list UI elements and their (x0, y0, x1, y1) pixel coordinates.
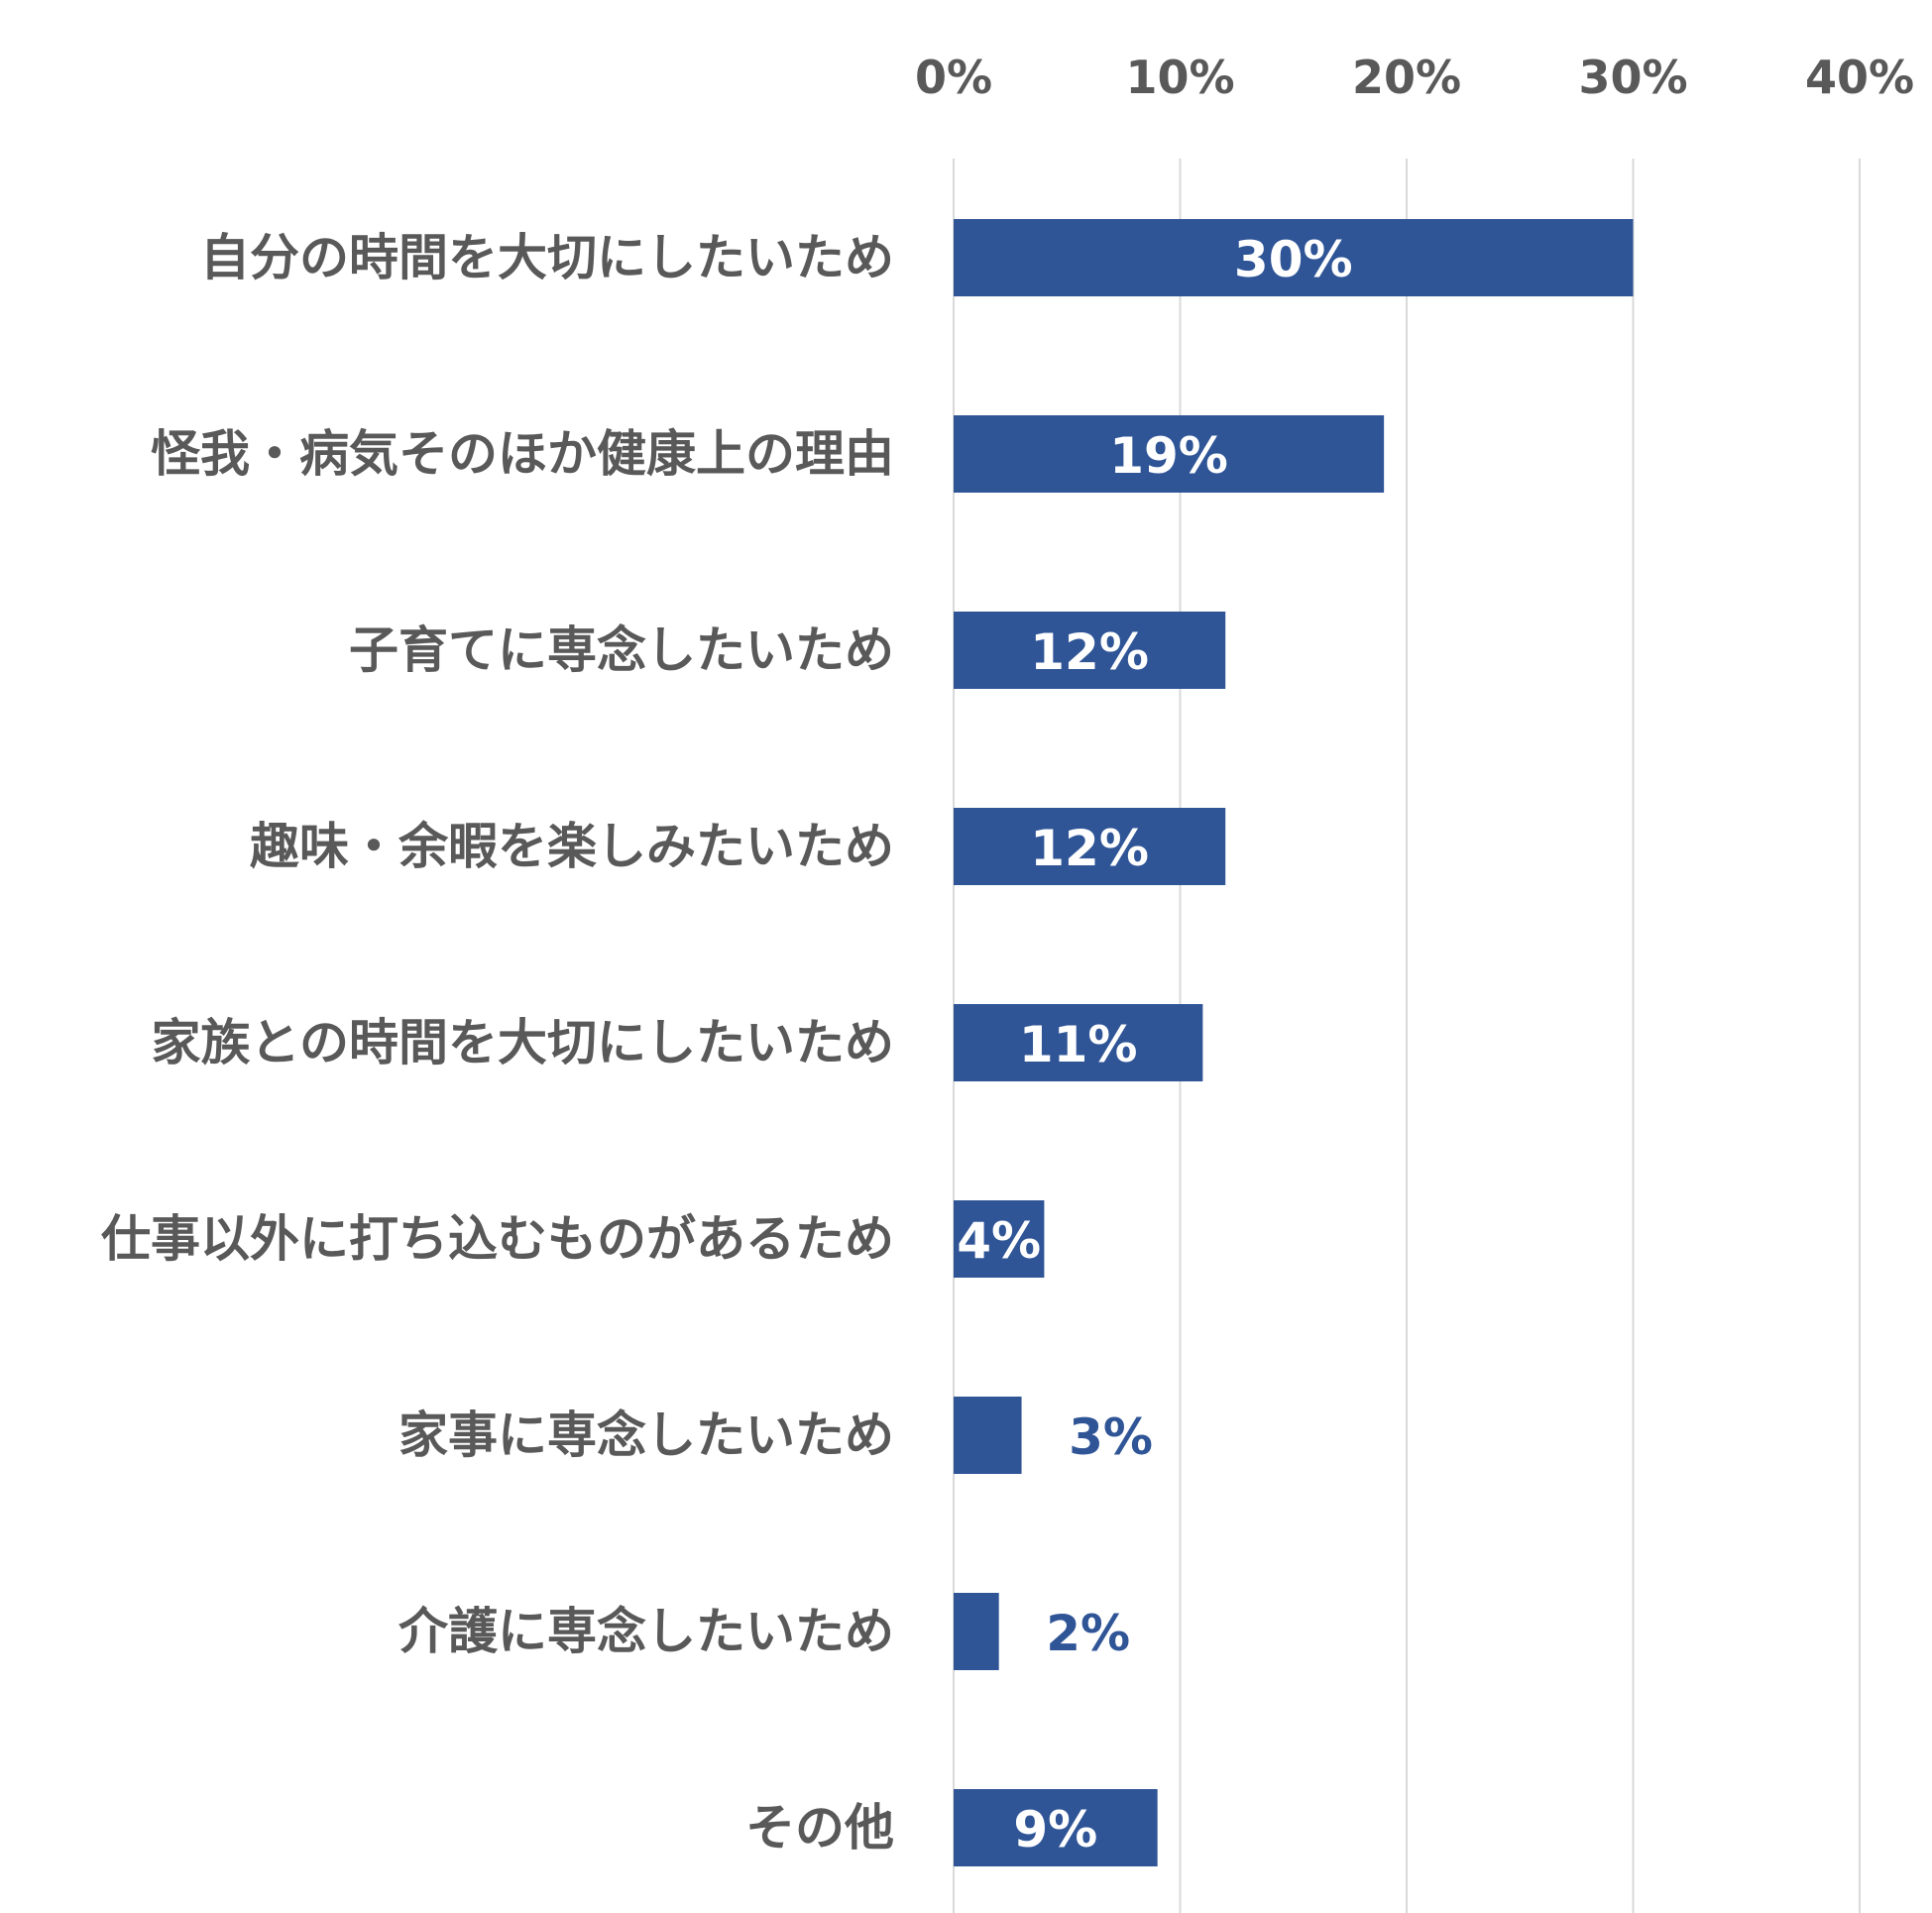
data-label: 12% (1030, 820, 1149, 877)
x-tick-label: 20% (1352, 51, 1461, 104)
category-label: 家事に専念したいため (398, 1407, 894, 1464)
x-tick-label: 10% (1125, 51, 1234, 104)
data-label: 12% (1030, 623, 1149, 681)
x-axis-tick-labels: 0% 10% 20% 30% 40% (915, 51, 1914, 104)
bars (954, 219, 1634, 1866)
category-labels: 自分の時間を大切にしたいため怪我・病気そのほか健康上の理由子育てに専念したいため… (101, 229, 894, 1857)
data-label: 3% (1069, 1408, 1153, 1466)
category-label: 介護に専念したいため (398, 1603, 894, 1660)
bar (954, 1593, 999, 1670)
data-label: 2% (1046, 1605, 1130, 1662)
data-label: 4% (957, 1212, 1041, 1270)
bar (954, 415, 1385, 493)
x-tick-label: 0% (915, 51, 992, 104)
data-label: 19% (1109, 427, 1228, 485)
data-label: 30% (1234, 231, 1353, 288)
bar (954, 1397, 1022, 1474)
data-labels: 30% 19% 12% 12% 11% 4% 3% 2% 9% (957, 231, 1352, 1858)
data-label: 9% (1013, 1801, 1097, 1858)
category-label: 自分の時間を大切にしたいため (200, 229, 894, 286)
category-label: 怪我・病気そのほか健康上の理由 (151, 425, 894, 483)
category-label: 家族との時間を大切にしたいため (152, 1014, 895, 1071)
category-label: 仕事以外に打ち込むものがあるため (101, 1210, 894, 1268)
category-label: 趣味・余暇を楽しみたいため (250, 818, 894, 875)
bar (954, 1200, 1045, 1278)
bar (954, 1789, 1158, 1866)
bar (954, 1004, 1203, 1081)
category-label: 子育てに専念したいため (349, 621, 894, 679)
bar (954, 612, 1226, 689)
category-label: その他 (745, 1799, 894, 1857)
bar (954, 808, 1226, 885)
data-label: 11% (1019, 1016, 1138, 1073)
x-tick-label: 30% (1578, 51, 1687, 104)
x-tick-label: 40% (1805, 51, 1914, 104)
bar (954, 219, 1634, 296)
